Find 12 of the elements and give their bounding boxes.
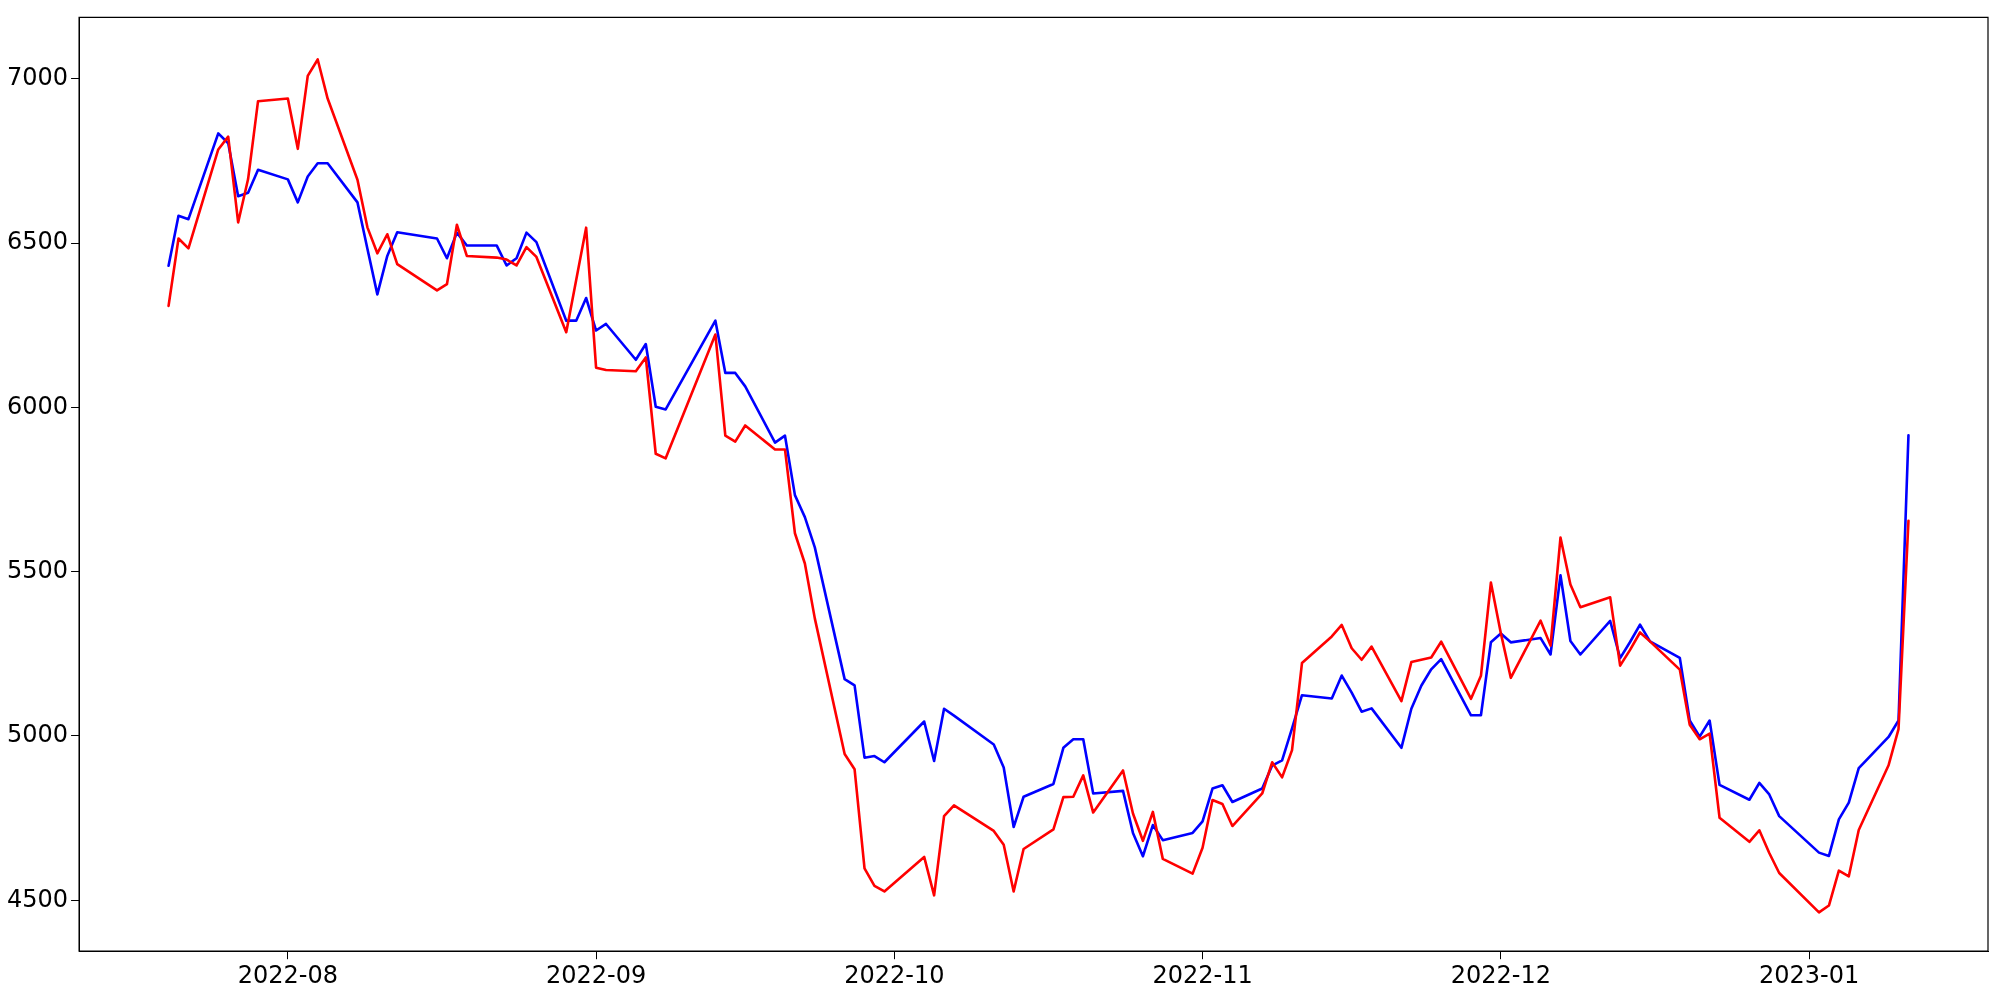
- x-tick-label: 2022-12: [1450, 960, 1551, 989]
- x-tick-label: 2023-01: [1758, 960, 1860, 989]
- x-tick-label: 2022-11: [1152, 960, 1253, 989]
- x-tick-label: 2022-08: [237, 960, 339, 989]
- y-tick-label: 5000: [7, 720, 69, 749]
- y-tick-label: 6500: [7, 227, 69, 256]
- y-tick-label: 7000: [7, 63, 69, 92]
- y-tick-label: 4500: [7, 884, 69, 913]
- x-tick-label: 2022-09: [545, 960, 647, 989]
- y-tick-label: 6000: [7, 391, 69, 420]
- x-tick-label: 2022-10: [844, 960, 945, 989]
- y-tick-label: 5500: [7, 555, 69, 584]
